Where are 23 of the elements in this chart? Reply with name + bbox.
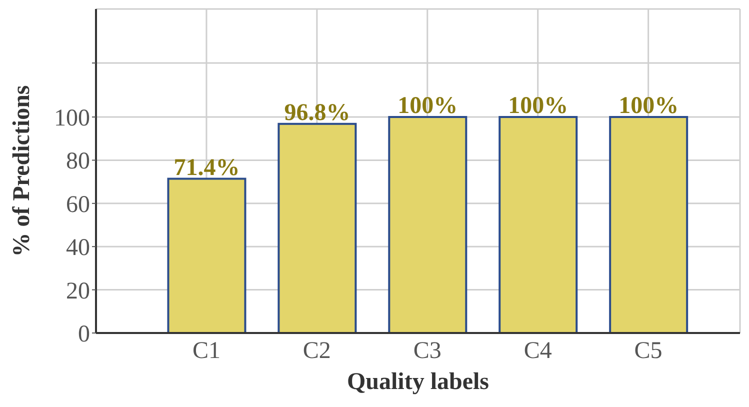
- bar: [388, 116, 468, 333]
- x-tick-label: C4: [524, 338, 552, 364]
- y-tick-label: 80: [66, 148, 90, 175]
- y-tick-label: 60: [66, 192, 90, 218]
- bar: [167, 178, 246, 333]
- text: 100%: [508, 93, 568, 119]
- y-tick-label: 0: [78, 322, 90, 348]
- x-tick-label: C5: [634, 338, 662, 364]
- x-axis-title: Quality labels: [346, 369, 490, 395]
- y-axis-title: % of Predictions: [9, 85, 35, 257]
- x-tick-label: C3: [413, 338, 442, 364]
- y-tick-label: 40: [66, 235, 90, 262]
- text: 96.8%: [284, 100, 350, 126]
- bar: [278, 122, 357, 333]
- bar: [498, 116, 578, 333]
- text: 71.4%: [174, 154, 240, 181]
- y-tick-label: 100: [54, 106, 90, 132]
- x-tick-label: C1: [192, 338, 220, 364]
- bar: [609, 116, 688, 333]
- text: 100%: [398, 93, 458, 119]
- x-tick-label: C2: [302, 338, 331, 364]
- y-tick-label: 20: [66, 278, 90, 304]
- text: 100%: [618, 93, 679, 119]
